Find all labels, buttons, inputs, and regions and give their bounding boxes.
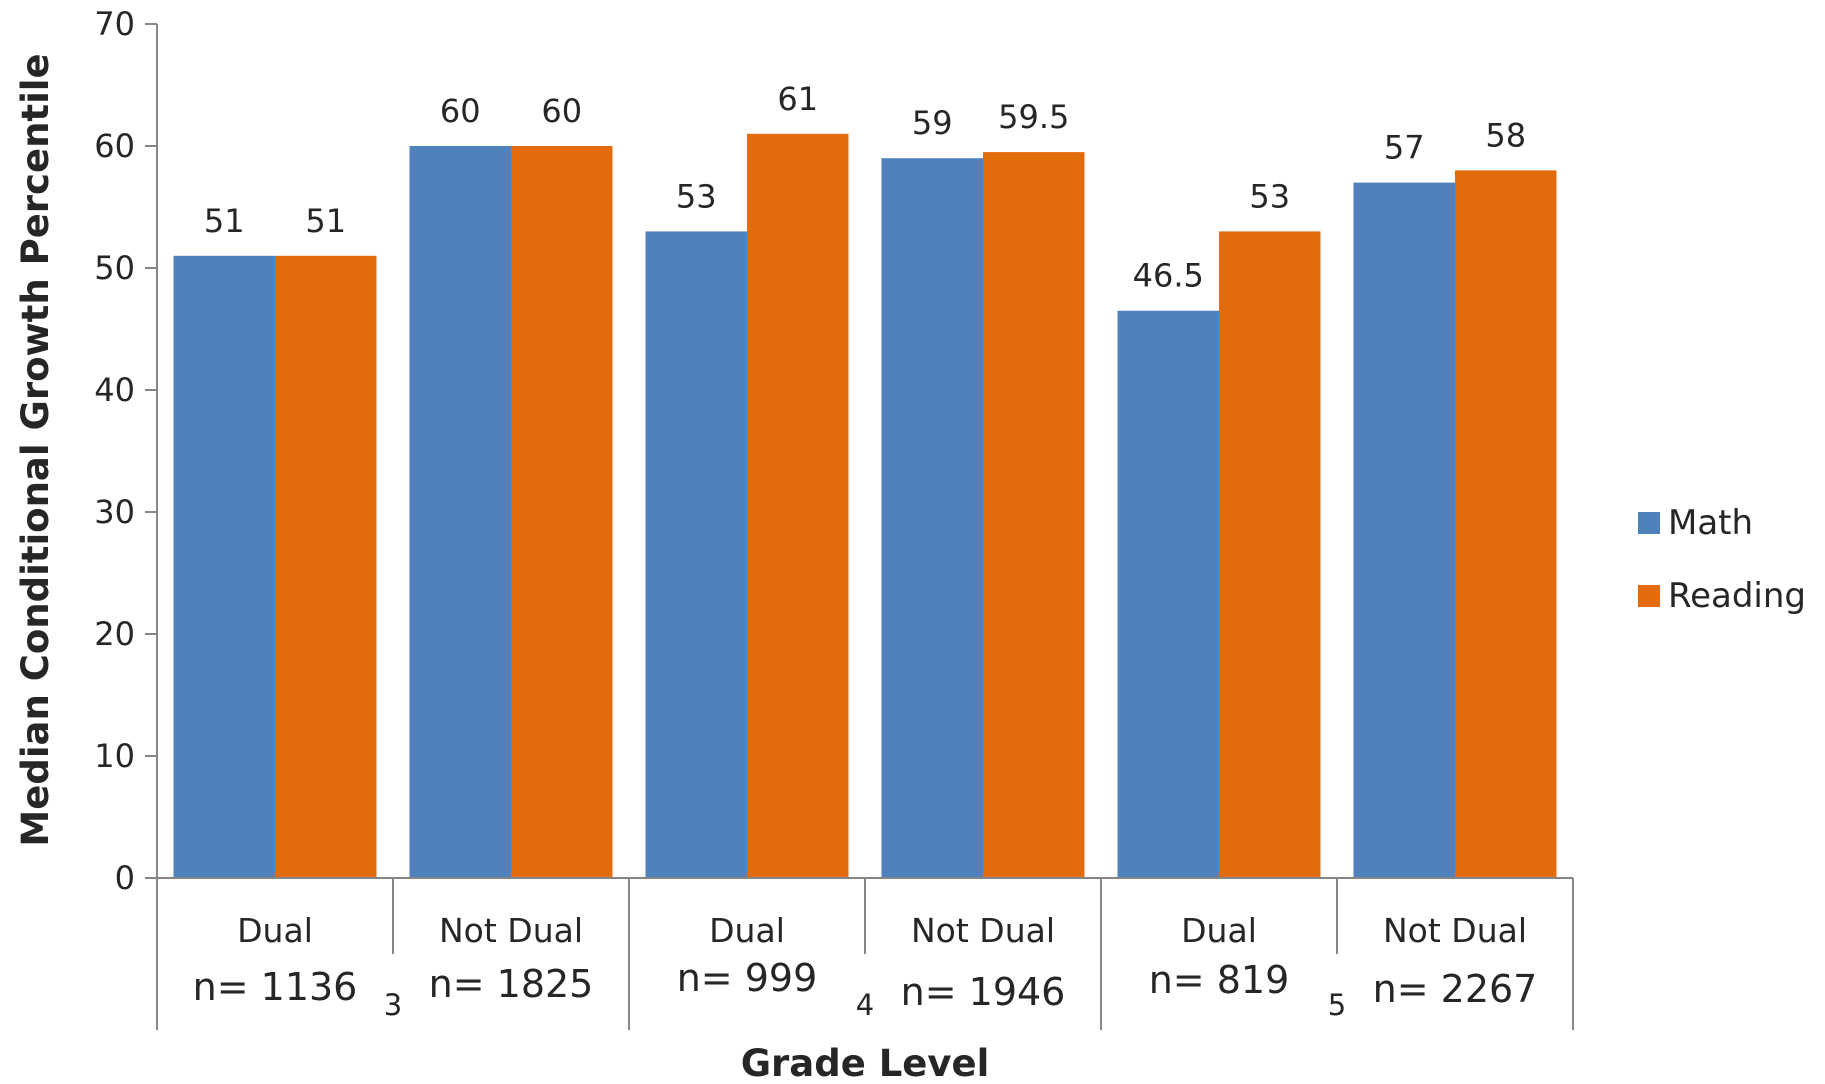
- sample-size-label: n= 1825: [429, 962, 594, 1006]
- bar-math: [173, 255, 275, 879]
- y-tick-label: 40: [94, 371, 135, 409]
- data-label: 58: [1485, 116, 1526, 154]
- grade-label: 5: [1328, 988, 1346, 1022]
- y-tick-label: 30: [94, 493, 135, 531]
- bar-reading: [511, 146, 613, 878]
- sample-size-label: n= 999: [677, 956, 818, 1000]
- category-label: Not Dual: [911, 911, 1055, 950]
- bar-reading: [747, 133, 849, 879]
- data-label: 59: [912, 104, 953, 142]
- bar-reading: [983, 152, 1085, 879]
- data-label: 59.5: [998, 98, 1069, 136]
- data-labels: 51 51 60 60 53 61 59 59.5 46.5 53 57 58: [204, 80, 1526, 295]
- grade-label: 4: [856, 988, 874, 1022]
- y-tick-label: 50: [94, 249, 135, 287]
- bar-reading: [1455, 170, 1557, 878]
- data-label: 46.5: [1133, 257, 1204, 295]
- grade-label: 3: [384, 988, 402, 1022]
- data-label: 60: [541, 92, 582, 130]
- x-axis: Dual n= 1136 Not Dual n= 1825 Dual n= 999 Not …: [145, 877, 1574, 1030]
- sample-size-label: n= 2267: [1373, 967, 1538, 1011]
- sample-size-label: n= 1136: [193, 965, 358, 1009]
- bar-math: [645, 231, 747, 878]
- data-label: 51: [204, 202, 245, 240]
- data-label: 61: [777, 80, 818, 118]
- legend: Math Reading: [1638, 503, 1806, 616]
- sample-size-label: n= 1946: [901, 970, 1066, 1014]
- legend-label-reading: Reading: [1668, 576, 1806, 616]
- bar-math: [409, 146, 511, 878]
- y-tick-label: 0: [115, 859, 135, 897]
- bars: [173, 133, 1557, 879]
- data-label: 53: [1249, 177, 1290, 215]
- category-label: Dual: [709, 911, 785, 950]
- category-label: Dual: [1181, 911, 1257, 950]
- bar-math: [1353, 182, 1455, 879]
- y-tick-label: 70: [94, 5, 135, 43]
- x-axis-title: Grade Level: [741, 1042, 990, 1084]
- y-tick-label: 10: [94, 737, 135, 775]
- category-label: Dual: [237, 911, 313, 950]
- legend-label-math: Math: [1668, 503, 1753, 543]
- y-tick-label: 60: [94, 127, 135, 165]
- y-tick-label: 20: [94, 615, 135, 653]
- data-label: 51: [305, 202, 346, 240]
- bar-math: [881, 158, 983, 878]
- data-label: 60: [440, 92, 481, 130]
- category-label: Not Dual: [439, 911, 583, 950]
- y-axis-title: Median Conditional Growth Percentile: [14, 53, 57, 846]
- data-label: 57: [1384, 129, 1425, 167]
- category-label: Not Dual: [1383, 911, 1527, 950]
- sample-size-label: n= 819: [1149, 958, 1290, 1002]
- bar-reading: [1219, 231, 1321, 878]
- data-label: 53: [676, 177, 717, 215]
- legend-swatch-reading: [1638, 585, 1660, 607]
- legend-swatch-math: [1638, 512, 1660, 534]
- bar-reading: [275, 255, 377, 879]
- y-axis: 0 10 20 30 40 50 60 70: [94, 5, 158, 897]
- bar-math: [1117, 310, 1219, 878]
